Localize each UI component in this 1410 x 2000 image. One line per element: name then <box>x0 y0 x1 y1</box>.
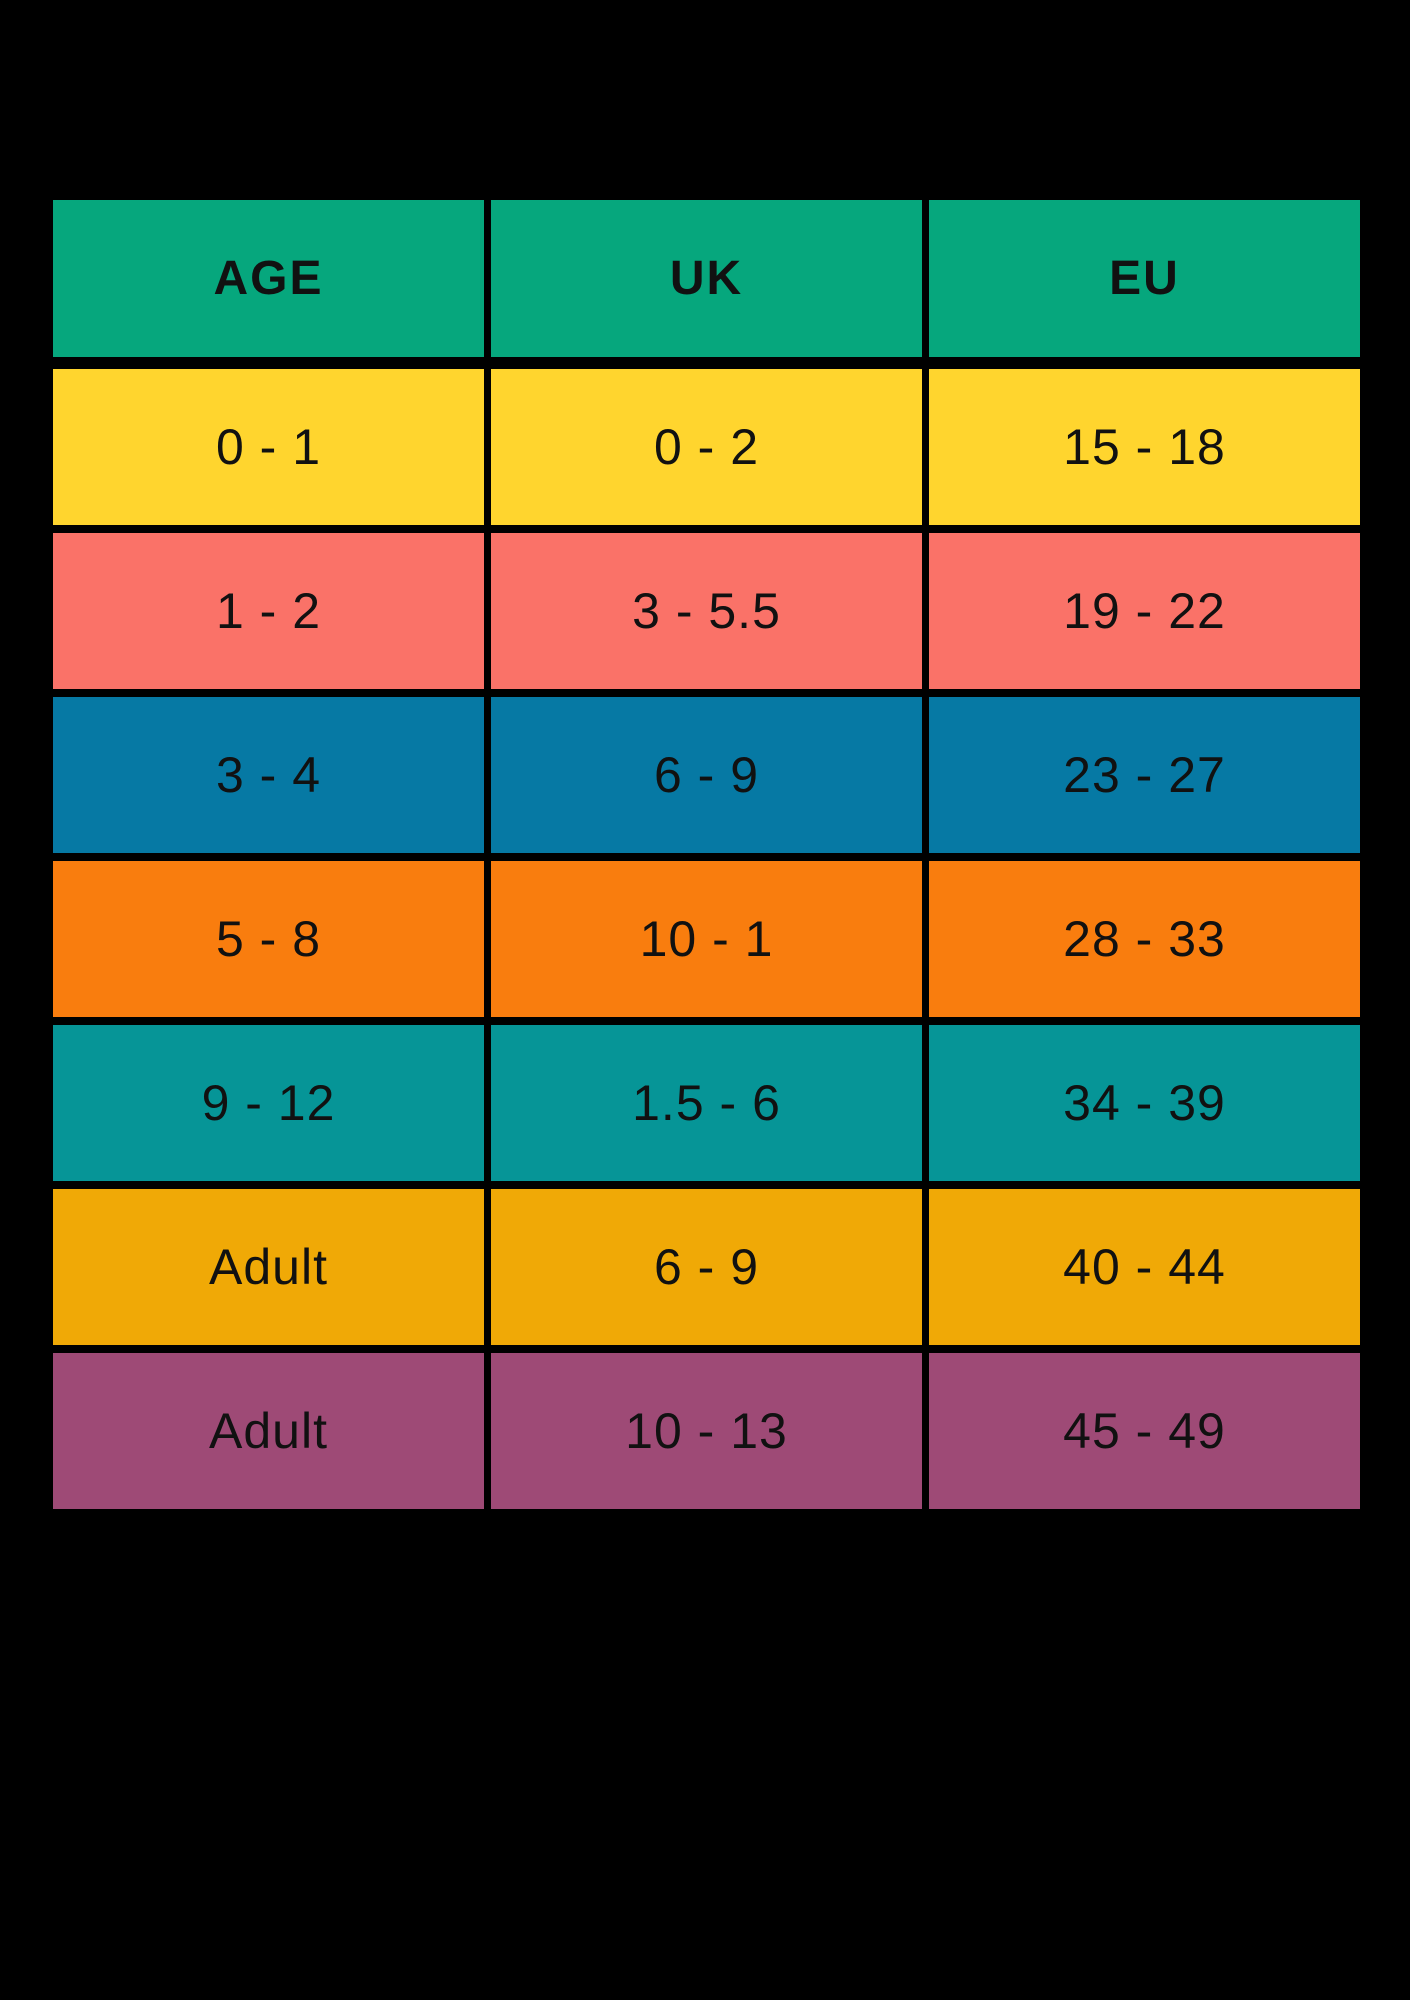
cell-age: 5 - 8 <box>53 861 484 1017</box>
table-row: Adult 6 - 9 40 - 44 <box>53 1189 1360 1345</box>
cell-uk: 10 - 13 <box>491 1353 922 1509</box>
cell-eu: 40 - 44 <box>929 1189 1360 1345</box>
table-row: 9 - 12 1.5 - 6 34 - 39 <box>53 1025 1360 1181</box>
cell-eu: 28 - 33 <box>929 861 1360 1017</box>
cell-uk: 6 - 9 <box>491 1189 922 1345</box>
table-row: 1 - 2 3 - 5.5 19 - 22 <box>53 533 1360 689</box>
header-cell-eu: EU <box>929 200 1360 357</box>
cell-age: 3 - 4 <box>53 697 484 853</box>
cell-age: Adult <box>53 1353 484 1509</box>
cell-uk: 6 - 9 <box>491 697 922 853</box>
header-cell-age: AGE <box>53 200 484 357</box>
cell-eu: 34 - 39 <box>929 1025 1360 1181</box>
cell-eu: 19 - 22 <box>929 533 1360 689</box>
table-row: Adult 10 - 13 45 - 49 <box>53 1353 1360 1509</box>
header-cell-uk: UK <box>491 200 922 357</box>
cell-age: 9 - 12 <box>53 1025 484 1181</box>
cell-age: 1 - 2 <box>53 533 484 689</box>
cell-age: 0 - 1 <box>53 369 484 525</box>
cell-uk: 1.5 - 6 <box>491 1025 922 1181</box>
cell-eu: 15 - 18 <box>929 369 1360 525</box>
cell-uk: 10 - 1 <box>491 861 922 1017</box>
table-row: 5 - 8 10 - 1 28 - 33 <box>53 861 1360 1017</box>
cell-eu: 23 - 27 <box>929 697 1360 853</box>
table-row: 0 - 1 0 - 2 15 - 18 <box>53 369 1360 525</box>
cell-eu: 45 - 49 <box>929 1353 1360 1509</box>
cell-age: Adult <box>53 1189 484 1345</box>
table-row: 3 - 4 6 - 9 23 - 27 <box>53 697 1360 853</box>
cell-uk: 3 - 5.5 <box>491 533 922 689</box>
cell-uk: 0 - 2 <box>491 369 922 525</box>
table-header-row: AGE UK EU <box>53 200 1360 357</box>
size-conversion-table: AGE UK EU 0 - 1 0 - 2 15 - 18 1 - 2 3 - … <box>53 200 1360 1509</box>
